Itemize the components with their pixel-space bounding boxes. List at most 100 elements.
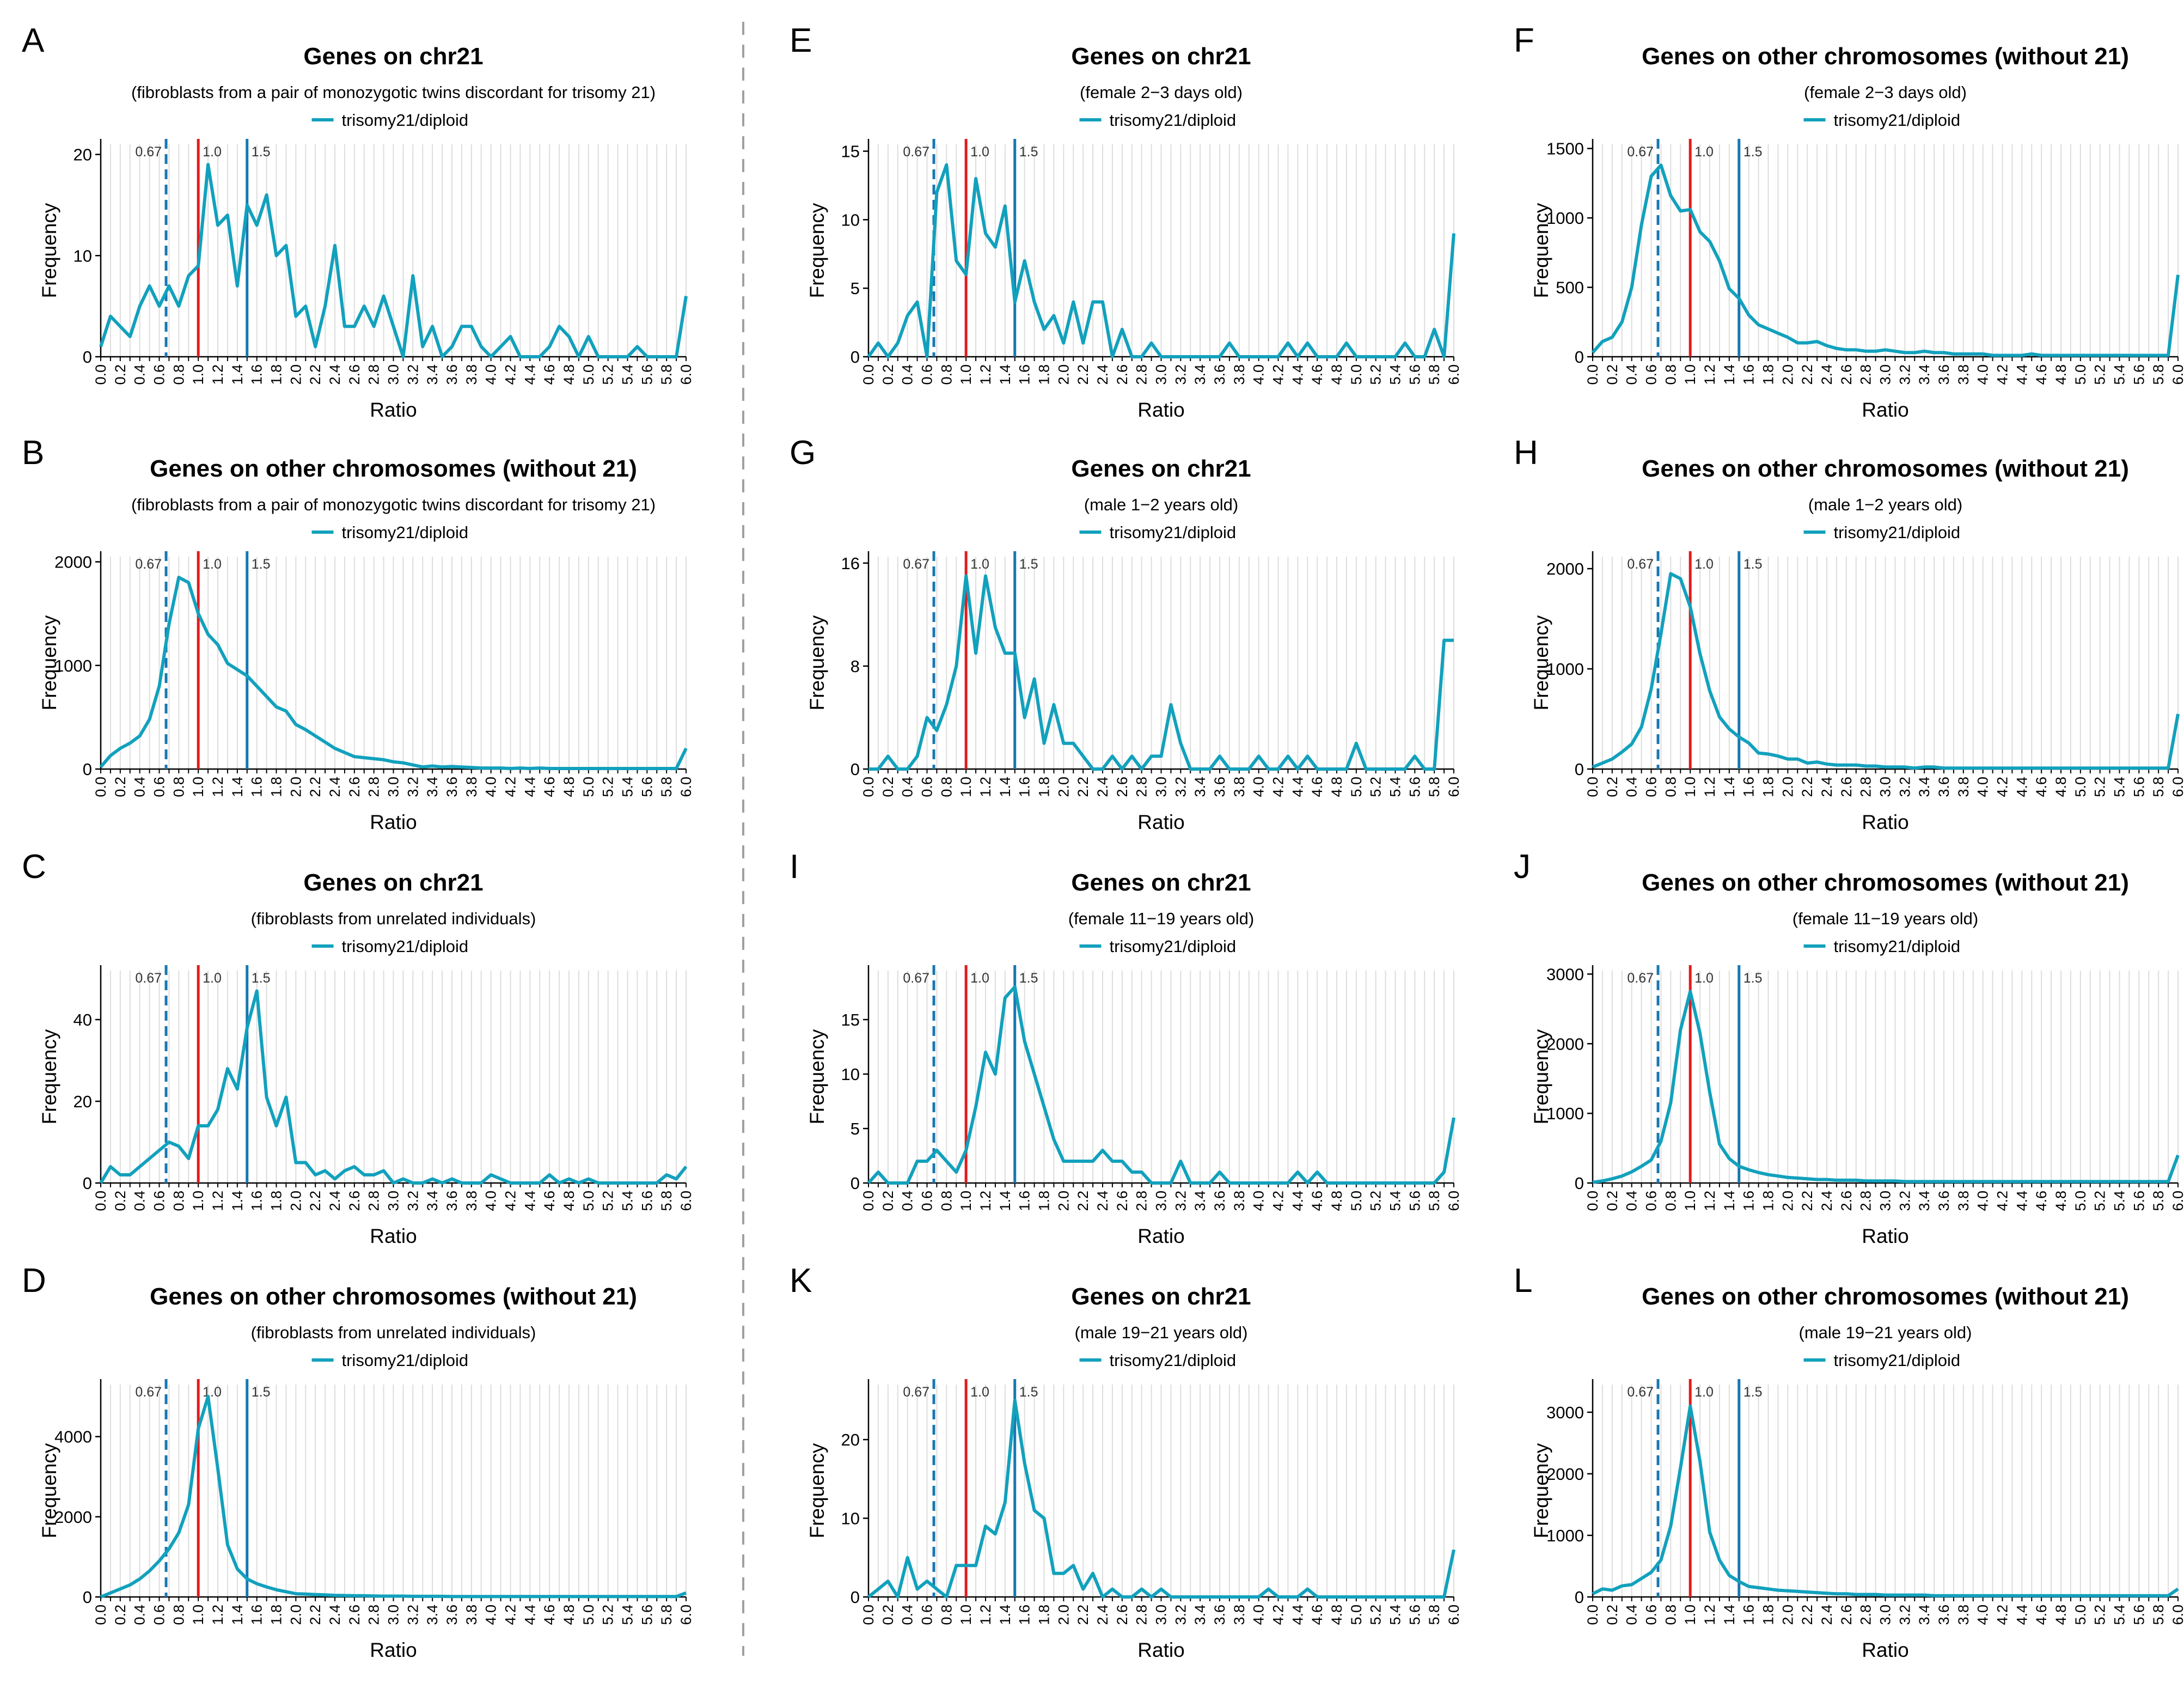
x-tick-label: 3.4 (424, 1191, 441, 1211)
x-tick-label: 4.4 (522, 777, 538, 797)
x-tick-label: 5.2 (600, 1191, 616, 1211)
reference-line-label: 1.0 (1694, 971, 1714, 986)
x-tick-label: 1.2 (977, 777, 994, 797)
x-tick-label: 2.6 (1114, 1191, 1130, 1211)
x-tick-label: 5.2 (1368, 1191, 1384, 1211)
x-tick-label: 4.8 (561, 777, 577, 797)
legend-label: trisomy21/diploid (1110, 937, 1237, 956)
series-line (99, 576, 688, 770)
panel-letter: B (22, 434, 44, 472)
x-tick-label: 3.2 (1172, 1605, 1189, 1625)
x-tick-label: 1.8 (1036, 1605, 1053, 1625)
x-tick-label: 2.8 (1858, 777, 1874, 797)
reference-line-label: 0.67 (903, 557, 929, 572)
y-tick-label: 10 (841, 210, 860, 229)
chart-title: Genes on chr21 (1071, 1283, 1251, 1310)
y-tick-label: 2000 (54, 1508, 92, 1527)
x-tick-label: 4.6 (1309, 364, 1325, 385)
x-tick-label: 2.8 (366, 777, 382, 797)
y-tick-label: 1000 (1546, 660, 1584, 679)
x-tick-label: 5.2 (600, 1605, 616, 1625)
x-tick-label: 4.0 (1251, 1605, 1267, 1625)
x-tick-label: 2.2 (1075, 1605, 1091, 1625)
series-line (1592, 990, 2180, 1184)
x-tick-label: 3.4 (1192, 777, 1208, 797)
series-line (1591, 163, 2180, 357)
x-tick-label: 1.6 (1741, 364, 1757, 385)
x-tick-label: 5.2 (600, 364, 616, 385)
x-tick-label: 3.2 (405, 777, 421, 797)
chart-title: Genes on chr21 (1071, 455, 1251, 482)
x-tick-label: 4.0 (1975, 1191, 1991, 1211)
x-tick-label: 3.6 (444, 777, 460, 797)
x-tick-label: 5.2 (600, 777, 616, 797)
x-tick-label: 5.6 (2131, 1605, 2147, 1625)
x-tick-label: 1.2 (210, 364, 226, 385)
x-tick-label: 0.4 (1624, 777, 1640, 797)
x-tick-label: 4.6 (541, 777, 558, 797)
x-tick-label: 4.0 (1975, 777, 1991, 797)
x-tick-label: 2.2 (1075, 1191, 1091, 1211)
reference-line-label: 1.5 (1743, 1385, 1763, 1400)
x-tick-label: 4.2 (1270, 1191, 1287, 1211)
x-tick-label: 2.6 (346, 364, 363, 385)
x-tick-label: 4.0 (1975, 1605, 1991, 1625)
x-tick-label: 6.0 (1446, 777, 1462, 797)
x-tick-label: 3.6 (1936, 1605, 1952, 1625)
y-tick-label: 1000 (1546, 1526, 1584, 1545)
x-tick-label: 1.6 (249, 1605, 265, 1625)
x-tick-label: 0.0 (93, 777, 109, 797)
x-tick-label: 0.8 (1662, 777, 1679, 797)
x-tick-label: 1.8 (1760, 1605, 1777, 1625)
x-tick-label: 3.6 (1212, 364, 1228, 385)
x-tick-label: 5.8 (658, 777, 675, 797)
x-tick-label: 4.6 (2033, 777, 2050, 797)
x-tick-label: 0.6 (1643, 777, 1660, 797)
x-tick-label: 4.6 (541, 1605, 558, 1625)
x-tick-label: 3.6 (444, 1605, 460, 1625)
legend-label: trisomy21/diploid (1110, 523, 1237, 542)
x-tick-label: 3.8 (463, 1605, 480, 1625)
x-tick-label: 1.4 (997, 777, 1013, 797)
x-tick-label: 3.8 (1231, 777, 1247, 797)
panel-letter: G (790, 434, 816, 472)
x-tick-label: 1.8 (1760, 364, 1777, 385)
legend-label: trisomy21/diploid (342, 111, 469, 130)
x-tick-label: 5.2 (1368, 777, 1384, 797)
reference-line-label: 0.67 (135, 144, 162, 160)
x-tick-label: 3.8 (463, 1191, 480, 1211)
reference-line-label: 1.0 (203, 971, 222, 986)
y-axis-label: Frequency (806, 1443, 828, 1538)
x-tick-label: 2.2 (307, 777, 323, 797)
x-tick-label: 0.8 (1662, 1605, 1679, 1625)
x-tick-label: 2.0 (1055, 1191, 1072, 1211)
x-tick-label: 0.6 (919, 1191, 935, 1211)
chart-subtitle: (fibroblasts from a pair of monozygotic … (131, 83, 656, 102)
panel-letter: K (790, 1262, 812, 1300)
x-tick-label: 3.0 (1877, 1191, 1894, 1211)
x-tick-label: 5.2 (2092, 364, 2108, 385)
x-tick-label: 5.6 (639, 777, 655, 797)
x-tick-label: 5.6 (1406, 777, 1423, 797)
x-tick-label: 2.2 (1075, 777, 1091, 797)
x-tick-label: 1.6 (1017, 777, 1033, 797)
y-tick-label: 15 (841, 142, 860, 161)
y-tick-label: 3000 (1546, 965, 1584, 984)
x-tick-label: 4.4 (522, 1191, 538, 1211)
x-tick-label: 3.2 (1897, 1605, 1913, 1625)
x-tick-label: 4.4 (1289, 1191, 1306, 1211)
x-tick-label: 1.4 (1721, 777, 1738, 797)
chart-title: Genes on chr21 (1071, 43, 1251, 70)
x-tick-label: 1.4 (229, 777, 246, 797)
x-tick-label: 2.4 (1094, 1605, 1111, 1625)
legend-label: trisomy21/diploid (1834, 937, 1961, 956)
x-tick-label: 0.2 (112, 1605, 129, 1625)
x-tick-label: 4.2 (503, 1191, 519, 1211)
chart-subtitle: (male 1−2 years old) (1808, 495, 1962, 514)
x-tick-label: 1.0 (958, 1191, 974, 1211)
reference-line-label: 1.5 (252, 971, 271, 986)
y-axis-label: Frequency (806, 1029, 828, 1124)
x-tick-label: 4.6 (2033, 1191, 2050, 1211)
x-tick-label: 3.2 (1897, 364, 1913, 385)
reference-line-label: 1.5 (1019, 1385, 1038, 1400)
